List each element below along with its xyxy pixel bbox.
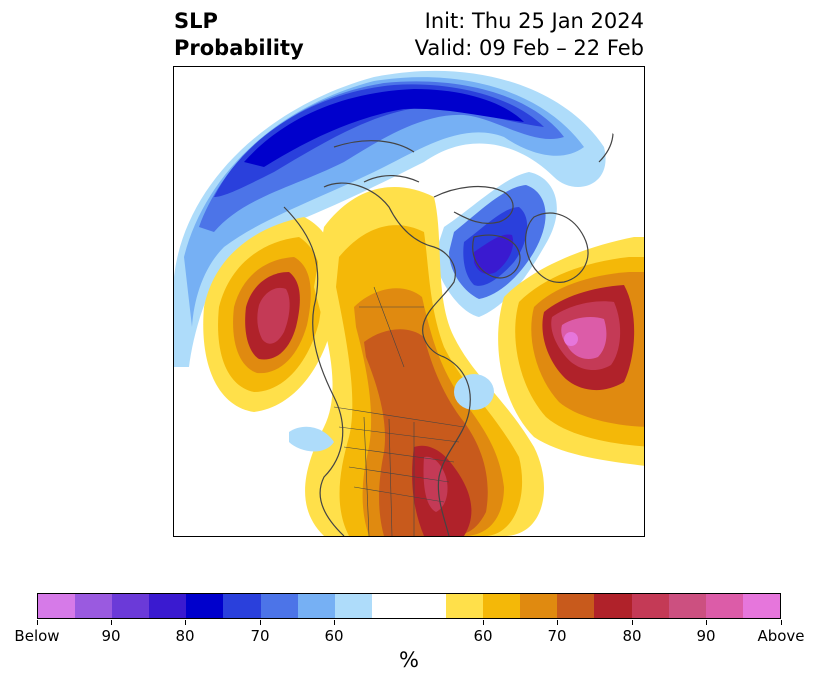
colorbar-tick-label: 70 — [547, 627, 567, 645]
probability-map — [173, 66, 645, 537]
colorbar-tick — [111, 620, 112, 625]
colorbar-swatch — [297, 594, 335, 618]
above-region-atlantic — [498, 237, 644, 467]
colorbar-swatch — [408, 594, 447, 618]
colorbar-tick-label: 90 — [101, 627, 121, 645]
below-region-patches — [289, 374, 494, 452]
state-borders — [333, 286, 465, 536]
colorbar-tick-label: 70 — [250, 627, 270, 645]
colorbar-tick — [483, 620, 484, 625]
colorbar-swatch — [520, 594, 558, 618]
colorbar-swatch — [705, 594, 743, 618]
colorbar-tick-label: Below — [14, 627, 60, 645]
title-line-1: SLP — [174, 9, 218, 33]
colorbar-tick — [37, 620, 38, 625]
init-date: Init: Thu 25 Jan 2024 — [424, 9, 644, 33]
colorbar-swatch — [112, 594, 150, 618]
colorbar-swatch — [260, 594, 298, 618]
colorbar-tick — [334, 620, 335, 625]
colorbar-tick — [706, 620, 707, 625]
colorbar-swatch — [371, 594, 409, 618]
colorbar-swatch — [742, 594, 780, 618]
colorbar-tick-label: 90 — [696, 627, 716, 645]
title-line-2: Probability — [174, 36, 304, 60]
colorbar-swatch — [668, 594, 706, 618]
colorbar-swatch — [38, 594, 76, 618]
above-region-pacific — [203, 217, 338, 412]
colorbar-tick-label: 80 — [622, 627, 642, 645]
colorbar-tick-label: 80 — [175, 627, 195, 645]
colorbar-tick — [185, 620, 186, 625]
coastlines — [283, 106, 614, 536]
colorbar-swatch — [223, 594, 261, 618]
colorbar-tick-label: Above — [757, 627, 805, 645]
above-region-north-america — [305, 187, 544, 536]
colorbar-tick — [781, 620, 782, 625]
colorbar-swatch — [149, 594, 187, 618]
run-info: Init: Thu 25 Jan 2024 Valid: 09 Feb – 22… — [415, 8, 644, 62]
colorbar-swatch — [334, 594, 372, 618]
colorbar-swatch — [483, 594, 521, 618]
colorbar-swatch — [186, 594, 224, 618]
chart-title: SLP Probability — [174, 8, 304, 62]
below-region-arctic — [174, 70, 606, 367]
valid-range: Valid: 09 Feb – 22 Feb — [414, 36, 644, 60]
colorbar-swatch — [594, 594, 632, 618]
colorbar-tick — [632, 620, 633, 625]
below-region-hudson — [434, 172, 557, 317]
probability-colorbar — [37, 593, 781, 619]
colorbar-tick — [557, 620, 558, 625]
colorbar-swatch — [557, 594, 595, 618]
colorbar-tick — [260, 620, 261, 625]
colorbar-tick-label: 60 — [324, 627, 344, 645]
colorbar-swatch — [446, 594, 484, 618]
colorbar-tick-label: 60 — [473, 627, 493, 645]
map-canvas — [174, 67, 644, 536]
colorbar-swatch — [631, 594, 669, 618]
colorbar-swatch — [75, 594, 113, 618]
colorbar-unit-label: % — [399, 648, 419, 672]
